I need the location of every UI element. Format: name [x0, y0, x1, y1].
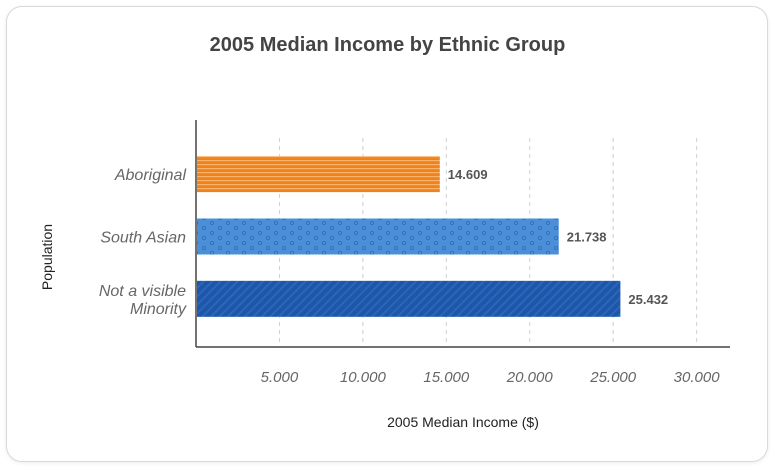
category-label: Aboriginal: [114, 167, 187, 184]
category-label: South Asian: [100, 230, 186, 247]
x-tick-label: 25.000: [589, 369, 637, 386]
y-axis-title: Population: [39, 224, 55, 290]
category-label: Not a visible Minority: [99, 283, 187, 318]
chart-title: 2005 Median Income by Ethnic Group: [209, 34, 566, 56]
bar-value-label: 21.738: [567, 230, 607, 245]
bar-value-label: 14.609: [448, 167, 488, 182]
bar: [197, 156, 440, 193]
x-tick-label: 20.000: [506, 369, 554, 386]
x-tick-label: 30.000: [674, 369, 721, 386]
bar: [197, 280, 621, 317]
x-axis-title: 2005 Median Income ($): [387, 414, 539, 430]
x-tick-label: 15.000: [423, 369, 470, 386]
bar-value-label: 25.432: [628, 292, 668, 307]
bar: [197, 218, 559, 255]
x-tick-label: 5.000: [261, 369, 299, 386]
x-tick-label: 10.000: [340, 369, 387, 386]
